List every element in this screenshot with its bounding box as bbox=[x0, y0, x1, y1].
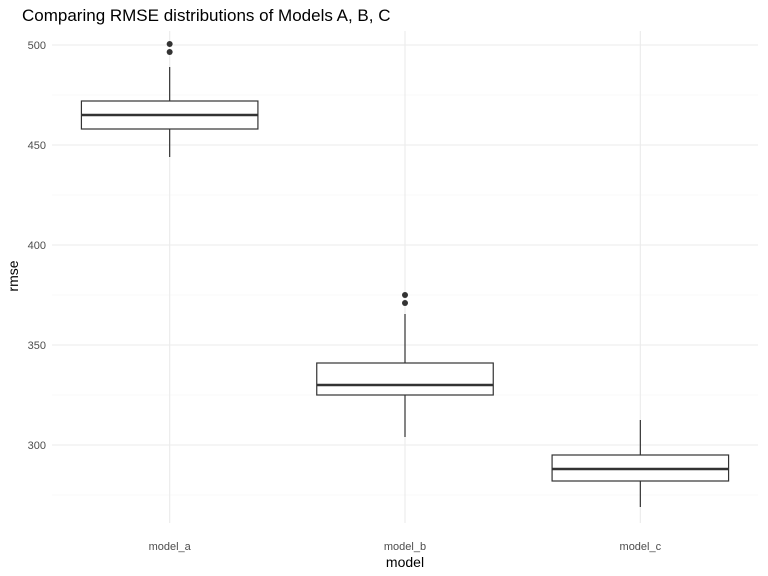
y-tick-label: 350 bbox=[28, 340, 46, 352]
x-tick-label: model_c bbox=[620, 541, 662, 553]
outlier-point bbox=[402, 292, 408, 298]
x-tick-label: model_b bbox=[384, 541, 426, 553]
outlier-point bbox=[166, 41, 173, 47]
iqr-box bbox=[316, 362, 494, 396]
y-axis-title: rmse bbox=[5, 260, 21, 291]
box-model_a bbox=[80, 41, 259, 157]
y-tick-label: 400 bbox=[28, 240, 46, 252]
x-tick-labels: model_a model_b model_c bbox=[149, 541, 662, 553]
y-tick-labels: 300 350 400 450 500 bbox=[28, 40, 46, 452]
y-tick-label: 450 bbox=[28, 140, 46, 152]
box-layer bbox=[80, 41, 730, 507]
outlier-point bbox=[402, 300, 408, 306]
box-model_b bbox=[316, 292, 494, 437]
x-axis-title: model bbox=[386, 554, 424, 570]
box-model_c bbox=[551, 420, 730, 507]
y-tick-label: 300 bbox=[28, 440, 46, 452]
y-tick-label: 500 bbox=[28, 40, 46, 52]
outlier-point bbox=[166, 49, 173, 55]
chart-title: Comparing RMSE distributions of Models A… bbox=[22, 6, 390, 25]
x-tick-label: model_a bbox=[149, 541, 192, 553]
